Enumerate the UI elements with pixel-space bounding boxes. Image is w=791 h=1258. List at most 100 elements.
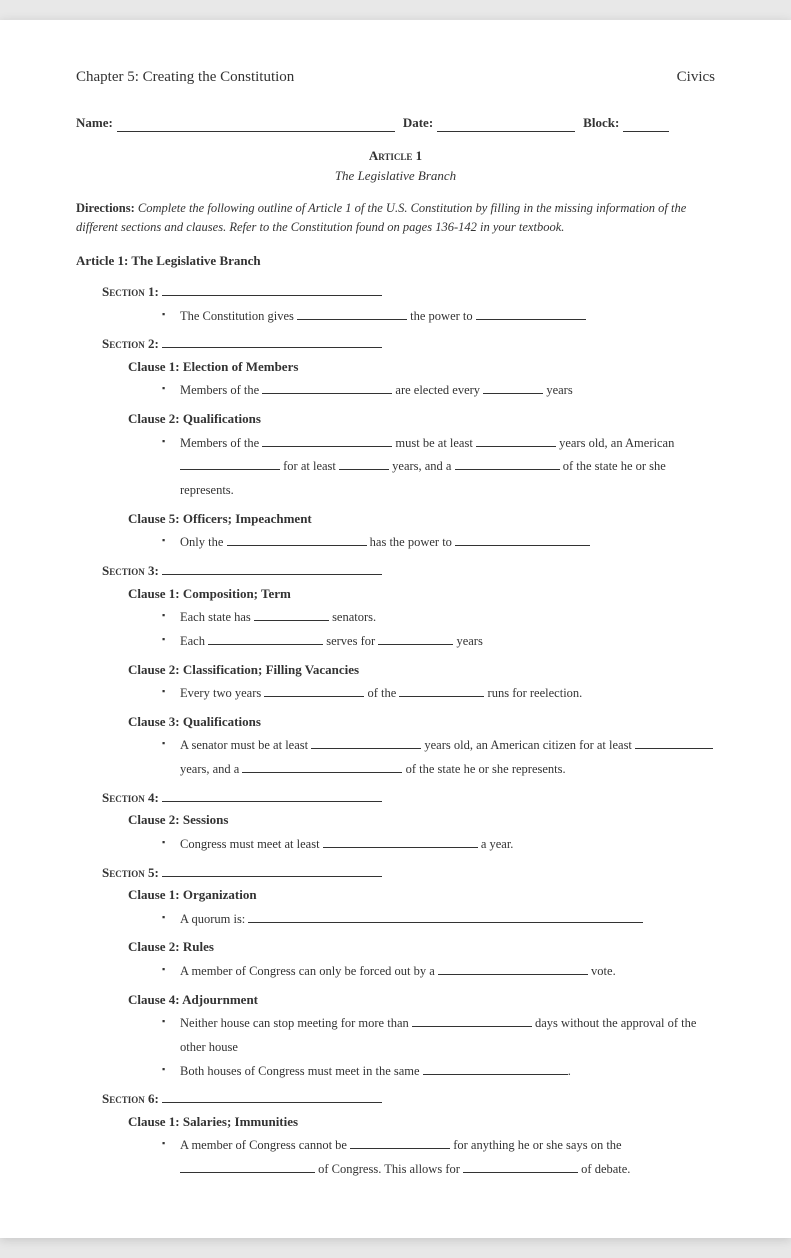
text: must be at least	[392, 436, 476, 450]
text: are elected every	[392, 383, 483, 397]
s5-c1-title: Clause 1: Organization	[128, 885, 715, 905]
blank[interactable]	[476, 435, 556, 447]
s1-item: The Constitution gives the power to	[162, 305, 715, 329]
blank[interactable]	[438, 963, 588, 975]
s2-c2-bullets: Members of the must be at least years ol…	[162, 432, 715, 503]
text: years old, an American	[556, 436, 674, 450]
blank[interactable]	[262, 382, 392, 394]
directions-text: Complete the following outline of Articl…	[76, 201, 686, 234]
blank[interactable]	[297, 308, 407, 320]
s2-c5-bullets: Only the has the power to	[162, 531, 715, 555]
section-6-blank[interactable]	[162, 1091, 382, 1103]
block-label: Block:	[583, 113, 619, 133]
blank[interactable]	[350, 1137, 450, 1149]
text: Neither house can stop meeting for more …	[180, 1016, 412, 1030]
blank[interactable]	[242, 761, 402, 773]
worksheet-page: Chapter 5: Creating the Constitution Civ…	[0, 20, 791, 1238]
blank[interactable]	[180, 1161, 315, 1173]
blank[interactable]	[227, 534, 367, 546]
section-5-label: Section 5:	[102, 865, 159, 880]
article-heading: Article 1: The Legislative Branch	[76, 251, 715, 271]
article-subtitle: The Legislative Branch	[76, 166, 715, 186]
text: Only the	[180, 535, 227, 549]
text: A senator must be at least	[180, 738, 311, 752]
text: Both houses of Congress must meet in the…	[180, 1064, 423, 1078]
blank[interactable]	[476, 308, 586, 320]
text: senators.	[329, 610, 376, 624]
s2-c1-item: Members of the are elected every years	[162, 379, 715, 403]
text: of Congress. This allows for	[315, 1162, 463, 1176]
s2-c1-bullets: Members of the are elected every years	[162, 379, 715, 403]
section-4-title: Section 4:	[102, 788, 715, 808]
s5-c4-item2: Both houses of Congress must meet in the…	[162, 1060, 715, 1084]
blank[interactable]	[483, 382, 543, 394]
section-1-blank[interactable]	[162, 284, 382, 296]
blank[interactable]	[180, 458, 280, 470]
blank[interactable]	[248, 911, 643, 923]
section-4-label: Section 4:	[102, 790, 159, 805]
section-5-title: Section 5:	[102, 863, 715, 883]
blank[interactable]	[311, 737, 421, 749]
s4-c2-item: Congress must meet at least a year.	[162, 833, 715, 857]
s6-c1-title: Clause 1: Salaries; Immunities	[128, 1112, 715, 1132]
section-2-title: Section 2:	[102, 334, 715, 354]
blank[interactable]	[635, 737, 713, 749]
s2-c2-title: Clause 2: Qualifications	[128, 409, 715, 429]
s3-c2-bullets: Every two years of the runs for reelecti…	[162, 682, 715, 706]
text: the power to	[407, 309, 476, 323]
section-2-blank[interactable]	[162, 336, 382, 348]
s6-c1-item: A member of Congress cannot be for anyth…	[162, 1134, 715, 1182]
text: The Constitution gives	[180, 309, 297, 323]
s4-c2-title: Clause 2: Sessions	[128, 810, 715, 830]
subject-label: Civics	[677, 66, 715, 89]
blank[interactable]	[208, 633, 323, 645]
section-1-title: Section 1:	[102, 282, 715, 302]
text: Members of the	[180, 436, 262, 450]
text: of the state he or she represents.	[402, 762, 565, 776]
text: A member of Congress can only be forced …	[180, 964, 438, 978]
section-5-blank[interactable]	[162, 864, 382, 876]
blank[interactable]	[262, 435, 392, 447]
s5-c2-item: A member of Congress can only be forced …	[162, 960, 715, 984]
text: A member of Congress cannot be	[180, 1138, 350, 1152]
blank[interactable]	[455, 534, 590, 546]
section-4-blank[interactable]	[162, 789, 382, 801]
section-1-bullets: The Constitution gives the power to	[162, 305, 715, 329]
blank[interactable]	[323, 836, 478, 848]
text: A quorum is:	[180, 912, 248, 926]
blank[interactable]	[264, 685, 364, 697]
section-3-blank[interactable]	[162, 563, 382, 575]
s2-c5-item: Only the has the power to	[162, 531, 715, 555]
name-label: Name:	[76, 113, 113, 133]
block-blank[interactable]	[623, 113, 669, 133]
text: of the	[364, 686, 399, 700]
directions-label: Directions:	[76, 201, 135, 215]
text: runs for reelection.	[484, 686, 582, 700]
date-blank[interactable]	[437, 113, 575, 133]
name-blank[interactable]	[117, 113, 395, 133]
text: years	[453, 634, 483, 648]
s2-c5-title: Clause 5: Officers; Impeachment	[128, 509, 715, 529]
blank[interactable]	[463, 1161, 578, 1173]
blank[interactable]	[339, 458, 389, 470]
text: years	[543, 383, 573, 397]
blank[interactable]	[399, 685, 484, 697]
s4-c2-bullets: Congress must meet at least a year.	[162, 833, 715, 857]
section-3-title: Section 3:	[102, 561, 715, 581]
name-date-block-row: Name: Date: Block:	[76, 113, 715, 133]
blank[interactable]	[455, 458, 560, 470]
s3-c1-title: Clause 1: Composition; Term	[128, 584, 715, 604]
text: Every two years	[180, 686, 264, 700]
blank[interactable]	[378, 633, 453, 645]
text: years, and a	[180, 762, 242, 776]
s5-c2-bullets: A member of Congress can only be forced …	[162, 960, 715, 984]
s3-c2-title: Clause 2: Classification; Filling Vacanc…	[128, 660, 715, 680]
text: .	[568, 1064, 571, 1078]
s5-c1-item: A quorum is:	[162, 908, 715, 932]
blank[interactable]	[412, 1015, 532, 1027]
blank[interactable]	[423, 1063, 568, 1075]
blank[interactable]	[254, 609, 329, 621]
s5-c4-title: Clause 4: Adjournment	[128, 990, 715, 1010]
s3-c3-item: A senator must be at least years old, an…	[162, 734, 715, 782]
s5-c4-item1: Neither house can stop meeting for more …	[162, 1012, 715, 1060]
